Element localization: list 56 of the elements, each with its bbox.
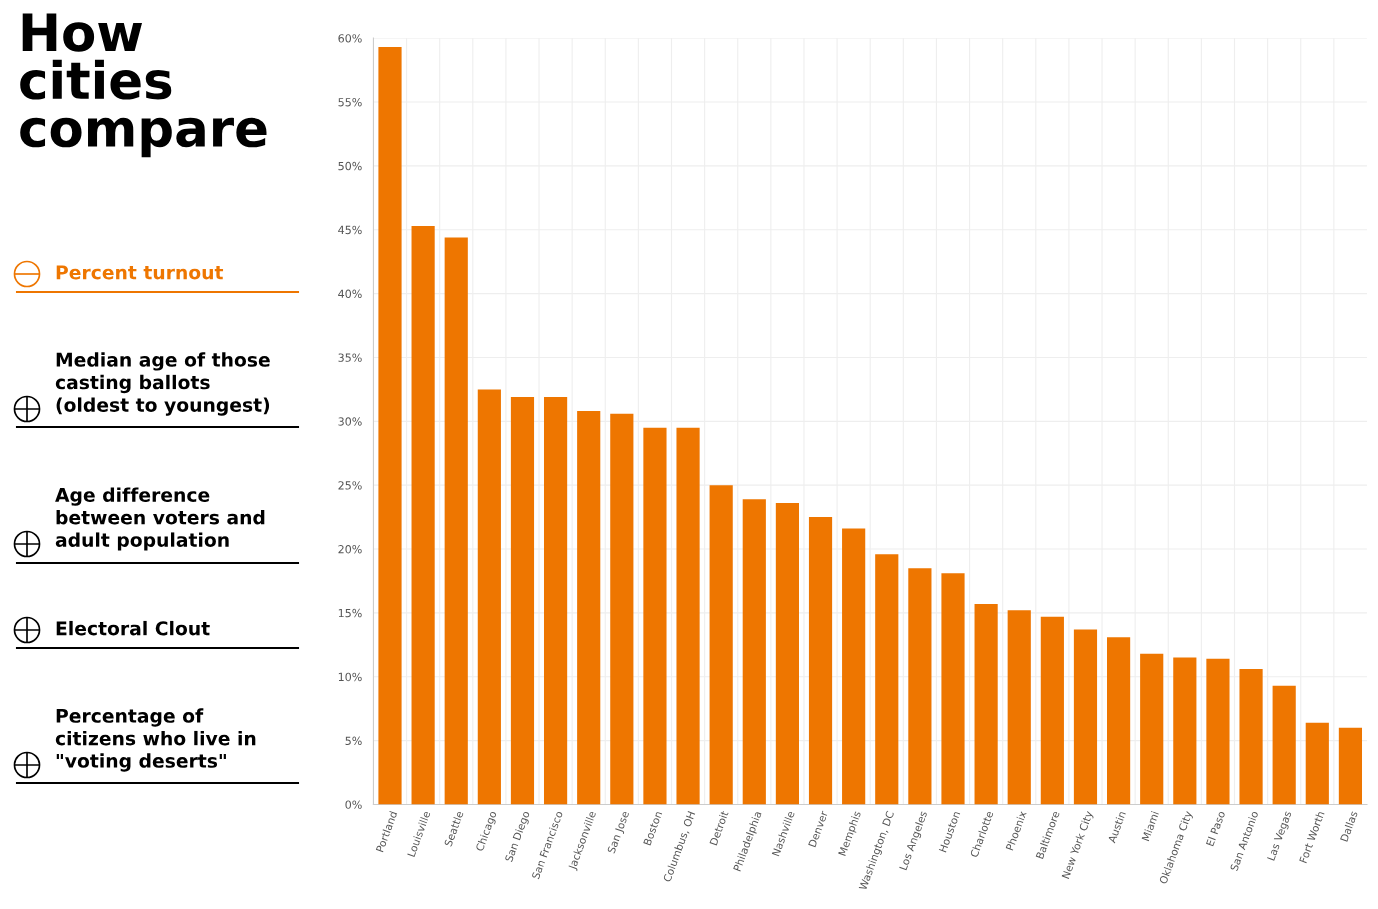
bar bbox=[709, 485, 733, 805]
bar bbox=[1239, 669, 1263, 805]
bar bbox=[1140, 653, 1164, 805]
bar bbox=[510, 397, 535, 805]
y-tick-label: 60% bbox=[338, 34, 362, 43]
bar bbox=[875, 554, 899, 805]
bar bbox=[676, 427, 700, 805]
y-tick-label: 10% bbox=[338, 672, 362, 682]
bar bbox=[1338, 727, 1363, 805]
bar bbox=[1007, 610, 1031, 805]
bar bbox=[1073, 629, 1098, 805]
bar bbox=[643, 427, 667, 805]
text: Median age of those casting ballots (oldest to youngest) bbox=[55, 352, 270, 416]
text: Percentage of citizens who live in "voting deserts" bbox=[55, 708, 256, 772]
text: Percent turnout bbox=[56, 265, 224, 280]
bar bbox=[842, 528, 866, 805]
bar bbox=[411, 225, 435, 805]
text: Age difference between voters and adult population bbox=[55, 487, 265, 551]
bar bbox=[1173, 657, 1197, 805]
y-tick-label: 40% bbox=[338, 289, 362, 298]
bar bbox=[1272, 685, 1296, 805]
bar bbox=[610, 413, 634, 805]
bar bbox=[544, 397, 568, 805]
bar bbox=[1206, 658, 1230, 805]
y-tick-label: 45% bbox=[338, 225, 362, 235]
y-tick-label: 15% bbox=[338, 608, 362, 618]
x-tick-label: El Paso bbox=[1205, 810, 1226, 847]
chart-title: How cities compare bbox=[20, 13, 267, 158]
y-tick-label: 30% bbox=[338, 417, 362, 426]
y-tick-label: 20% bbox=[338, 545, 362, 554]
bar bbox=[808, 517, 833, 805]
x-tick-label: San Jose bbox=[607, 810, 632, 855]
text: Electoral Clout bbox=[56, 620, 210, 636]
bar bbox=[477, 389, 501, 805]
y-tick-label: 55% bbox=[338, 98, 362, 107]
bar bbox=[974, 603, 998, 805]
x-tick-label: Las Vegas bbox=[1267, 810, 1294, 862]
bar bbox=[908, 568, 932, 805]
y-tick-label: 25% bbox=[338, 481, 362, 490]
bar bbox=[378, 47, 402, 805]
bar bbox=[1107, 637, 1131, 805]
y-tick-label: 0% bbox=[345, 800, 362, 809]
x-tick-label: Austin bbox=[1107, 810, 1126, 844]
bar bbox=[941, 573, 965, 805]
y-tick-label: 50% bbox=[338, 161, 362, 171]
bar bbox=[1040, 616, 1064, 805]
x-tick-label: New York City bbox=[1061, 810, 1095, 880]
x-tick-label: Miami bbox=[1141, 810, 1159, 842]
bar bbox=[1305, 722, 1329, 805]
y-tick-label: 35% bbox=[338, 353, 362, 362]
bar bbox=[775, 503, 799, 805]
bar bbox=[577, 411, 601, 805]
x-tick-label: San Diego bbox=[504, 810, 532, 863]
y-tick-label: 5% bbox=[345, 736, 362, 745]
bar bbox=[742, 499, 766, 805]
bar bbox=[444, 237, 468, 805]
